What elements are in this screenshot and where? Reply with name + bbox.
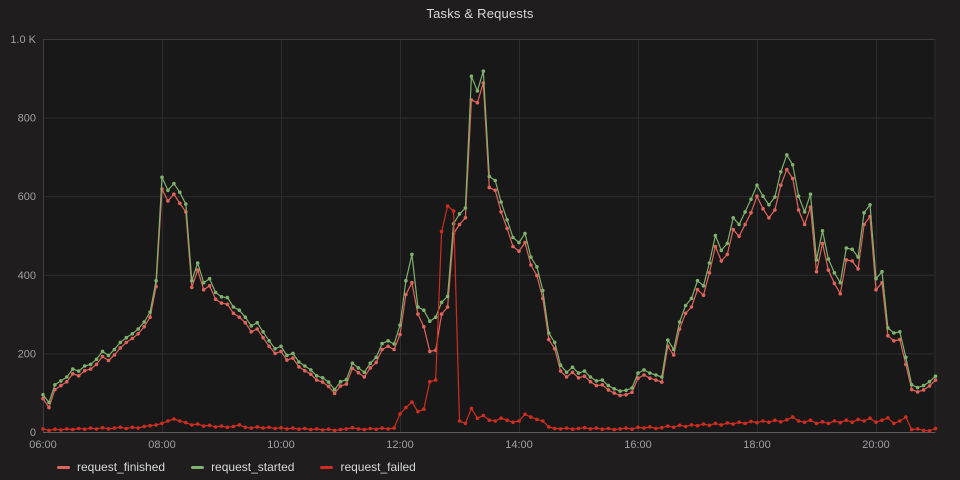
panel-title[interactable]: Tasks & Requests: [426, 6, 534, 21]
time-series-chart[interactable]: 0 200 400 600 800 1.0 K 06:00 08:00 10:00 12:00 14…: [0, 0, 960, 455]
legend-label: request_finished: [77, 460, 166, 474]
grid-lines: [43, 39, 936, 432]
x-axis-tick-label: 20:00: [862, 439, 890, 451]
series-request_failed: [41, 204, 938, 433]
legend-label: request_started: [211, 460, 295, 474]
request-started-dash-icon: [191, 465, 205, 469]
y-axis-tick-label: 600: [18, 191, 36, 203]
x-axis-tick-label: 08:00: [148, 439, 176, 451]
y-axis-tick-label: 800: [18, 113, 36, 125]
y-axis-tick-label: 400: [18, 270, 36, 282]
x-axis-tick-label: 12:00: [386, 439, 414, 451]
series-request_started-points: [41, 69, 938, 405]
legend-item-request-finished[interactable]: request_finished: [57, 460, 165, 474]
series-request_finished: [41, 81, 938, 410]
series-request_started: [41, 69, 938, 405]
x-axis-tick-label: 18:00: [743, 439, 771, 451]
y-axis-tick-label: 200: [18, 348, 36, 360]
y-axis-labels: 0 200 400 600 800 1.0 K: [10, 34, 36, 439]
x-axis-labels: 06:00 08:00 10:00 12:00 14:00 16:00 18:00 20:00: [29, 439, 890, 451]
x-axis-tick-label: 16:00: [624, 439, 652, 451]
request-finished-dash-icon: [57, 465, 70, 469]
x-axis-tick-label: 06:00: [29, 439, 57, 451]
y-axis-tick-label: 1.0 K: [10, 34, 36, 46]
request-failed-dash-icon: [320, 465, 334, 469]
plot-area[interactable]: [43, 39, 936, 432]
legend-item-request-started[interactable]: request_started: [191, 460, 294, 474]
series-request_failed-points: [41, 204, 938, 433]
x-axis-tick-label: 10:00: [267, 439, 295, 451]
legend: request_finished request_started request…: [57, 459, 416, 475]
x-axis-tick-label: 14:00: [505, 439, 533, 451]
legend-label: request_failed: [340, 460, 416, 474]
legend-item-request-failed[interactable]: request_failed: [320, 460, 416, 474]
y-axis-tick-label: 0: [30, 427, 36, 439]
plot-border: [43, 39, 936, 433]
